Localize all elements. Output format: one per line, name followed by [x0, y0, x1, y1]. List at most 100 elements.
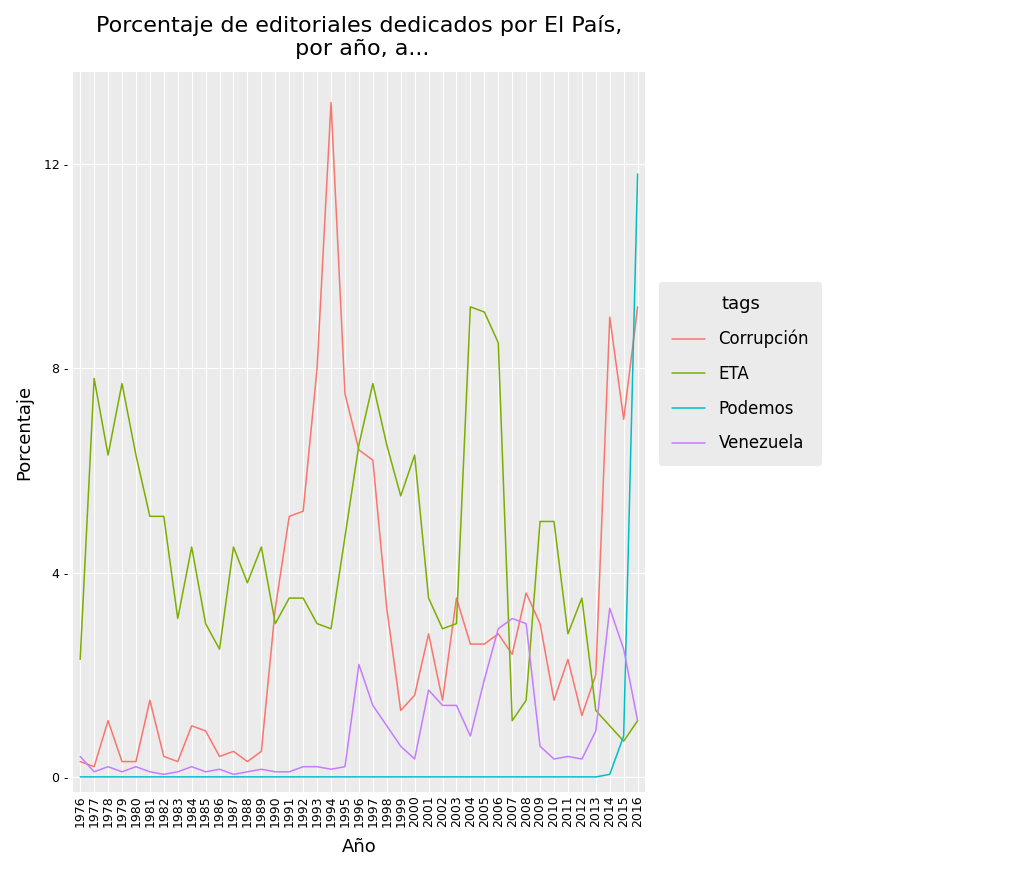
Venezuela [436, 700, 449, 711]
ETA [143, 511, 156, 522]
Venezuela [520, 618, 532, 629]
Podemos [534, 772, 546, 782]
ETA [464, 301, 476, 312]
ETA [451, 618, 463, 629]
ETA [632, 715, 644, 726]
ETA [548, 517, 560, 527]
Podemos [311, 772, 324, 782]
Podemos [213, 772, 225, 782]
ETA [367, 378, 379, 388]
ETA [200, 618, 212, 629]
Podemos [74, 772, 86, 782]
ETA [590, 706, 602, 716]
Podemos [352, 772, 365, 782]
ETA [102, 449, 115, 460]
ETA [617, 736, 630, 746]
Corrupción [478, 638, 490, 649]
ETA [534, 517, 546, 527]
Corrupción [255, 746, 267, 757]
Podemos [102, 772, 115, 782]
Venezuela [185, 761, 198, 772]
Corrupción [590, 670, 602, 680]
Corrupción [575, 711, 588, 721]
Podemos [478, 772, 490, 782]
Podemos [172, 772, 184, 782]
ETA [352, 440, 365, 450]
Corrupción [506, 649, 518, 659]
ETA [506, 715, 518, 726]
Podemos [590, 772, 602, 782]
Corrupción [548, 695, 560, 706]
Venezuela [632, 715, 644, 726]
Corrupción [339, 388, 351, 399]
ETA [255, 542, 267, 552]
Corrupción [283, 511, 295, 522]
Venezuela [534, 741, 546, 752]
Venezuela [130, 761, 142, 772]
Corrupción [394, 706, 407, 716]
Venezuela [451, 700, 463, 711]
Corrupción [200, 726, 212, 736]
ETA [603, 720, 615, 731]
Podemos [297, 772, 309, 782]
Podemos [451, 772, 463, 782]
ETA [130, 449, 142, 460]
Podemos [227, 772, 240, 782]
Y-axis label: Porcentaje: Porcentaje [15, 384, 33, 480]
Podemos [367, 772, 379, 782]
Venezuela [88, 766, 100, 777]
Corrupción [213, 752, 225, 762]
Corrupción [185, 720, 198, 731]
Line: ETA: ETA [80, 307, 638, 741]
Corrupción [269, 603, 282, 613]
ETA [423, 593, 435, 604]
Venezuela [464, 731, 476, 741]
Line: Podemos: Podemos [80, 174, 638, 777]
Podemos [88, 772, 100, 782]
Legend: Corrupción, ETA, Podemos, Venezuela: Corrupción, ETA, Podemos, Venezuela [658, 282, 822, 466]
X-axis label: Año: Año [342, 838, 376, 856]
Corrupción [158, 752, 170, 762]
Podemos [520, 772, 532, 782]
Venezuela [603, 603, 615, 613]
Venezuela [506, 613, 518, 624]
Corrupción [74, 756, 86, 766]
Corrupción [297, 506, 309, 517]
ETA [172, 613, 184, 624]
ETA [74, 654, 86, 665]
Corrupción [116, 756, 128, 766]
Corrupción [603, 312, 615, 322]
Venezuela [116, 766, 128, 777]
Line: Venezuela: Venezuela [80, 608, 638, 774]
ETA [297, 593, 309, 604]
ETA [562, 629, 574, 639]
Venezuela [423, 685, 435, 695]
ETA [269, 618, 282, 629]
Corrupción [632, 301, 644, 312]
Venezuela [562, 752, 574, 762]
ETA [227, 542, 240, 552]
Venezuela [478, 675, 490, 685]
ETA [520, 695, 532, 706]
Podemos [562, 772, 574, 782]
Corrupción [325, 98, 337, 108]
Podemos [116, 772, 128, 782]
Venezuela [242, 766, 254, 777]
Podemos [603, 769, 615, 780]
Podemos [423, 772, 435, 782]
Corrupción [617, 414, 630, 424]
Corrupción [367, 455, 379, 465]
ETA [394, 490, 407, 501]
Podemos [394, 772, 407, 782]
Venezuela [367, 700, 379, 711]
Venezuela [381, 720, 393, 731]
Venezuela [158, 769, 170, 780]
Corrupción [227, 746, 240, 757]
Corrupción [436, 695, 449, 706]
Venezuela [283, 766, 295, 777]
Corrupción [130, 756, 142, 766]
ETA [242, 577, 254, 588]
Podemos [200, 772, 212, 782]
Line: Corrupción: Corrupción [80, 103, 638, 766]
Corrupción [102, 715, 115, 726]
